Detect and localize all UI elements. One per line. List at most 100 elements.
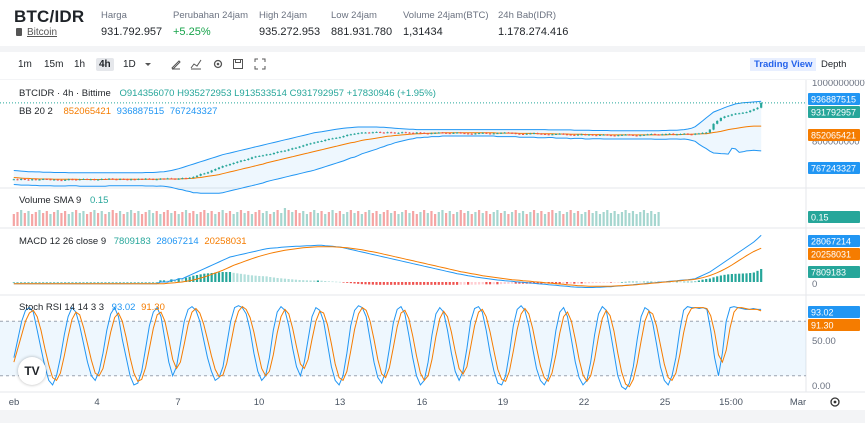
volume-bar — [210, 211, 213, 226]
volume-bar — [64, 211, 67, 226]
dropdown-caret-icon[interactable] — [142, 58, 154, 70]
candle — [723, 116, 726, 118]
macd-histogram-bar — [580, 282, 583, 284]
macd-histogram-bar — [349, 282, 352, 284]
candle — [104, 178, 107, 180]
volume-bar — [272, 212, 276, 226]
volume-bar — [639, 212, 642, 226]
timeframe-1d[interactable]: 1D — [123, 59, 136, 70]
draw-icon[interactable] — [170, 58, 182, 70]
candle — [393, 132, 396, 134]
volume-bar — [653, 214, 657, 226]
volume-bar — [624, 210, 627, 226]
macd-line-value: 28067214 — [156, 236, 199, 247]
candle — [661, 134, 664, 136]
candle — [195, 175, 199, 177]
candle — [291, 148, 294, 150]
macd-histogram-bar — [390, 282, 393, 285]
volume-bar — [86, 214, 89, 226]
volume-bar — [371, 213, 374, 226]
macd-histogram-bar — [133, 282, 136, 283]
fullscreen-icon[interactable] — [254, 58, 266, 70]
candle — [620, 134, 624, 136]
candle — [45, 178, 48, 180]
volume-bar — [173, 211, 177, 226]
candle — [316, 141, 319, 143]
macd-histogram-bar — [214, 272, 217, 282]
volume-bar — [34, 212, 37, 226]
volume-bar — [188, 213, 191, 226]
macd-signal-line — [13, 246, 762, 287]
macd-histogram-bar — [364, 282, 367, 285]
candle — [294, 147, 298, 149]
macd-histogram-bar — [206, 273, 210, 282]
candle — [96, 179, 100, 181]
macd-histogram-bar — [126, 282, 129, 283]
stat-label: Perubahan 24jam — [173, 10, 248, 21]
volume-bar — [78, 213, 81, 226]
macd-histogram-bar — [236, 273, 239, 282]
macd-histogram-bar — [269, 277, 272, 282]
volume-bar — [426, 213, 429, 226]
candle — [232, 162, 235, 165]
volume-bar — [620, 212, 624, 226]
macd-histogram-bar — [42, 282, 45, 283]
tab-trading-view[interactable]: Trading View — [750, 58, 817, 71]
stat-value: 1,31434 — [403, 26, 443, 38]
candle — [445, 132, 448, 134]
candle — [719, 117, 722, 121]
volume-bar — [236, 212, 239, 226]
coin-link[interactable]: Bitcoin — [27, 27, 58, 38]
chart-canvas[interactable]: 1000000000900000000800000000700000000936… — [0, 78, 865, 410]
bb-mid-tag-bg — [808, 129, 860, 141]
macd-histogram-bar — [576, 282, 580, 284]
save-icon[interactable] — [232, 58, 244, 70]
candle — [118, 178, 122, 180]
macd-histogram-bar — [137, 282, 140, 283]
volume-bar — [265, 211, 268, 226]
time-tick-label: 13 — [335, 397, 346, 408]
timeframe-15m[interactable]: 15m — [44, 59, 64, 70]
time-tick-label: 19 — [498, 397, 509, 408]
macd-histogram-bar — [335, 281, 338, 283]
macd-histogram-bar — [430, 282, 433, 285]
volume-bar — [247, 211, 250, 226]
timeframe-1h[interactable]: 1h — [74, 59, 86, 70]
chart-type-icon[interactable] — [190, 58, 202, 70]
macd-histogram-bar — [261, 276, 265, 282]
candle — [261, 155, 265, 157]
candle — [151, 178, 155, 180]
volume-bar — [133, 213, 136, 226]
volume-bar — [650, 211, 653, 226]
bb-mid-value: 852065421 — [63, 106, 112, 117]
volume-bar — [477, 210, 481, 226]
stoch-tick-label: 0.00 — [812, 381, 831, 392]
macd-histogram-bar — [503, 282, 506, 284]
volume-bar — [45, 211, 48, 226]
volume-bar — [390, 213, 393, 226]
axis-settings-icon[interactable] — [829, 396, 841, 408]
macd-histogram-bar — [272, 277, 276, 282]
candle — [580, 134, 583, 136]
macd-histogram-bar — [89, 282, 92, 283]
candle — [518, 133, 521, 135]
macd-histogram-bar — [708, 278, 711, 282]
time-tick-label: eb — [9, 397, 20, 408]
macd-histogram-bar — [466, 282, 470, 285]
tab-depth[interactable]: Depth — [821, 59, 847, 70]
volume-bar — [587, 210, 591, 226]
macd-histogram-bar — [426, 282, 429, 285]
volume-bar — [170, 213, 173, 226]
timeframe-1m[interactable]: 1m — [18, 59, 32, 70]
settings-icon[interactable] — [212, 58, 224, 70]
tradingview-logo[interactable]: TV — [18, 357, 46, 385]
volume-bar — [327, 212, 330, 226]
timeframe-4h[interactable]: 4h — [96, 58, 114, 71]
macd-histogram-bar — [368, 282, 371, 285]
volume-bar — [217, 212, 221, 226]
macd-histogram-bar — [148, 282, 151, 283]
volume-bar — [635, 214, 638, 226]
candle — [760, 102, 763, 108]
price-chart[interactable]: 1000000000900000000800000000700000000936… — [0, 78, 865, 410]
market-header: BTC/IDR Bitcoin Harga 931.792.957 Peruba… — [0, 0, 865, 46]
